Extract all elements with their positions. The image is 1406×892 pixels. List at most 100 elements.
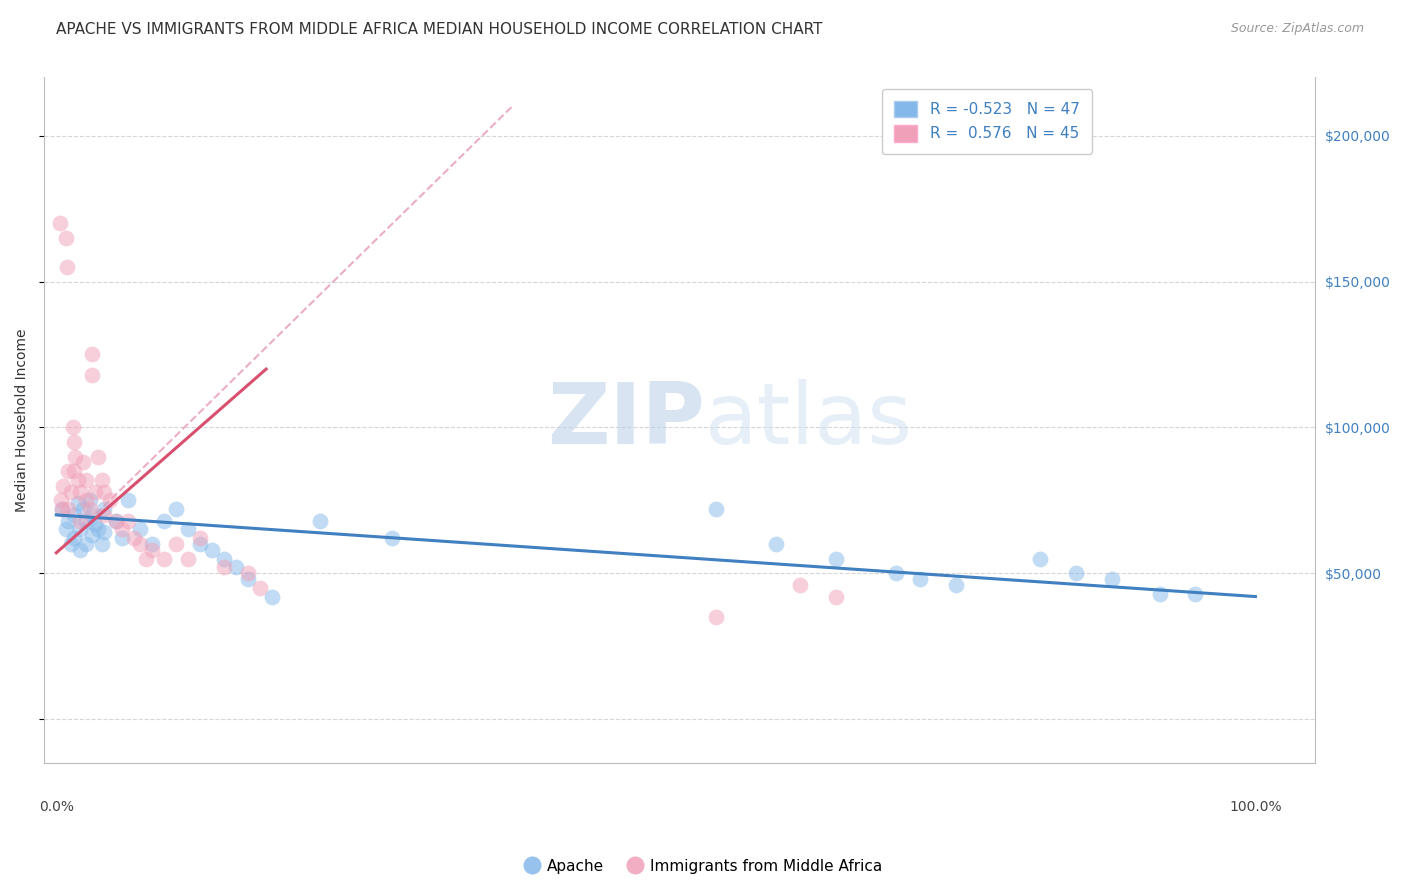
Point bbox=[129, 523, 152, 537]
Text: Source: ZipAtlas.com: Source: ZipAtlas.com bbox=[1230, 22, 1364, 36]
Legend: R = -0.523   N = 47, R =  0.576   N = 45: R = -0.523 N = 47, R = 0.576 N = 45 bbox=[882, 88, 1091, 154]
Point bbox=[262, 590, 284, 604]
Point bbox=[225, 560, 247, 574]
Point bbox=[884, 566, 907, 581]
Point bbox=[87, 523, 110, 537]
Point bbox=[135, 551, 157, 566]
Point bbox=[117, 493, 139, 508]
Point bbox=[63, 464, 86, 478]
Point bbox=[765, 537, 787, 551]
Point bbox=[75, 537, 97, 551]
Point bbox=[90, 473, 112, 487]
Point bbox=[66, 496, 89, 510]
Text: 0.0%: 0.0% bbox=[39, 800, 73, 814]
Point bbox=[93, 502, 115, 516]
Point bbox=[82, 528, 104, 542]
Point bbox=[122, 531, 145, 545]
Point bbox=[56, 260, 79, 274]
Point bbox=[87, 450, 110, 464]
Point bbox=[1184, 587, 1206, 601]
Point bbox=[58, 514, 80, 528]
Point bbox=[1064, 566, 1087, 581]
Point bbox=[704, 610, 727, 624]
Point bbox=[72, 455, 94, 469]
Point bbox=[129, 537, 152, 551]
Point bbox=[212, 551, 235, 566]
Point bbox=[98, 493, 121, 508]
Point bbox=[1149, 587, 1171, 601]
Point bbox=[111, 523, 134, 537]
Point bbox=[66, 473, 89, 487]
Point bbox=[236, 572, 259, 586]
Point bbox=[79, 502, 101, 516]
Point bbox=[51, 502, 73, 516]
Point bbox=[63, 531, 86, 545]
Point bbox=[52, 479, 75, 493]
Point bbox=[58, 464, 80, 478]
Point bbox=[824, 590, 846, 604]
Point bbox=[105, 514, 128, 528]
Point bbox=[177, 551, 200, 566]
Point bbox=[63, 508, 86, 522]
Point bbox=[789, 578, 811, 592]
Point bbox=[908, 572, 931, 586]
Point bbox=[58, 502, 80, 516]
Point bbox=[141, 537, 163, 551]
Point bbox=[177, 523, 200, 537]
Point bbox=[117, 514, 139, 528]
Point bbox=[65, 450, 87, 464]
Point bbox=[90, 537, 112, 551]
Point bbox=[83, 484, 105, 499]
Point bbox=[93, 508, 115, 522]
Point bbox=[824, 551, 846, 566]
Point bbox=[165, 537, 187, 551]
Point bbox=[153, 551, 176, 566]
Point bbox=[93, 525, 115, 540]
Legend: Apache, Immigrants from Middle Africa: Apache, Immigrants from Middle Africa bbox=[517, 853, 889, 880]
Text: APACHE VS IMMIGRANTS FROM MIDDLE AFRICA MEDIAN HOUSEHOLD INCOME CORRELATION CHAR: APACHE VS IMMIGRANTS FROM MIDDLE AFRICA … bbox=[56, 22, 823, 37]
Point bbox=[82, 347, 104, 361]
Point bbox=[63, 434, 86, 449]
Point bbox=[93, 484, 115, 499]
Point bbox=[69, 514, 91, 528]
Point bbox=[201, 542, 224, 557]
Point bbox=[188, 531, 211, 545]
Point bbox=[82, 508, 104, 522]
Point bbox=[75, 514, 97, 528]
Point bbox=[141, 542, 163, 557]
Point bbox=[212, 560, 235, 574]
Y-axis label: Median Household Income: Median Household Income bbox=[15, 328, 30, 512]
Text: 100.0%: 100.0% bbox=[1229, 800, 1282, 814]
Point bbox=[1028, 551, 1050, 566]
Point bbox=[236, 566, 259, 581]
Point bbox=[153, 514, 176, 528]
Point bbox=[704, 502, 727, 516]
Point bbox=[111, 531, 134, 545]
Point bbox=[69, 523, 91, 537]
Point bbox=[51, 502, 73, 516]
Point bbox=[82, 368, 104, 382]
Point bbox=[945, 578, 967, 592]
Point bbox=[69, 542, 91, 557]
Point bbox=[55, 231, 77, 245]
Point bbox=[309, 514, 332, 528]
Point bbox=[381, 531, 404, 545]
Point bbox=[59, 537, 82, 551]
Point bbox=[1101, 572, 1123, 586]
Point bbox=[59, 484, 82, 499]
Point bbox=[75, 493, 97, 508]
Point bbox=[69, 484, 91, 499]
Point bbox=[165, 502, 187, 516]
Point bbox=[72, 502, 94, 516]
Text: ZIP: ZIP bbox=[547, 378, 706, 462]
Point bbox=[75, 473, 97, 487]
Point bbox=[83, 516, 105, 531]
Point bbox=[49, 493, 72, 508]
Point bbox=[188, 537, 211, 551]
Point bbox=[249, 581, 271, 595]
Text: atlas: atlas bbox=[706, 378, 914, 462]
Point bbox=[49, 216, 72, 230]
Point bbox=[79, 493, 101, 508]
Point bbox=[55, 523, 77, 537]
Point bbox=[105, 514, 128, 528]
